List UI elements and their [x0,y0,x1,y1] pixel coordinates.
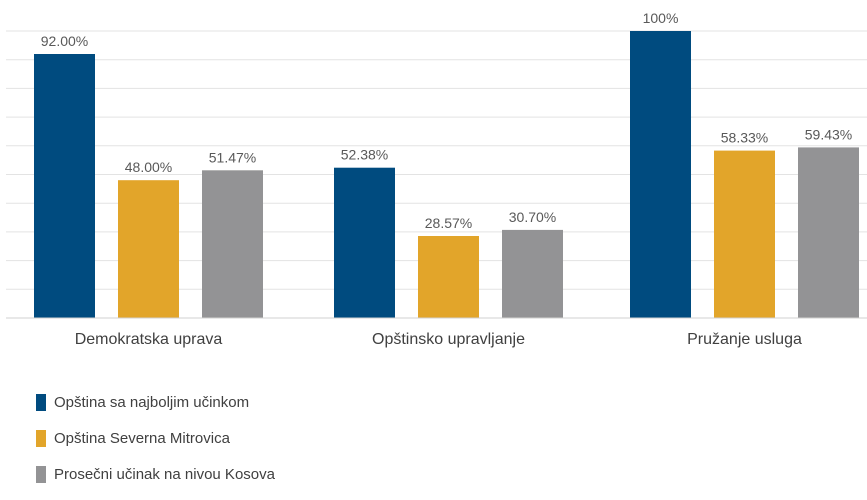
bar [502,229,563,318]
legend-swatch [36,429,46,447]
bar [202,170,263,318]
data-label: 58.33% [721,130,768,146]
category-label: Pružanje usluga [687,331,802,348]
data-label: 28.57% [425,215,472,231]
data-label: 100% [643,10,679,26]
legend-item: Opština Severna Mitrovica [36,428,275,448]
bar [118,180,179,318]
legend-swatch [36,393,46,411]
data-label: 48.00% [125,159,172,175]
bar [714,150,775,318]
data-label: 59.43% [805,126,852,142]
bar-chart: 92.00% 48.00% 51.47% 52.38% 28.57% 30.70% 100%… [6,10,867,348]
legend-label: Prosečni učinak na nivou Kosova [54,465,275,483]
legend-label: Opština Severna Mitrovica [54,429,230,447]
data-label: 30.70% [509,209,556,225]
category-label: Opštinsko upravljanje [372,331,525,348]
bar [630,31,691,318]
bar [34,54,95,318]
category-label: Demokratska uprava [75,331,223,348]
data-label: 51.47% [209,149,256,165]
data-label: 92.00% [41,33,88,49]
legend-label: Opština sa najboljim učinkom [54,393,250,411]
legend-swatch [36,465,46,483]
data-labels-group: 92.00% 48.00% 51.47% 52.38% 28.57% 30.70% 100%… [41,10,852,231]
data-label: 52.38% [341,147,388,163]
legend-item: Opština sa najboljim učinkom [36,392,275,412]
bars-group [34,31,859,318]
legend: Opština sa najboljim učinkom Opština Seve… [36,392,275,500]
bar [418,236,479,318]
bar [798,147,859,318]
legend-item: Prosečni učinak na nivou Kosova [36,464,275,484]
category-labels-group: Demokratska uprava Opštinsko upravljanje P… [75,331,802,348]
bar [334,167,395,318]
